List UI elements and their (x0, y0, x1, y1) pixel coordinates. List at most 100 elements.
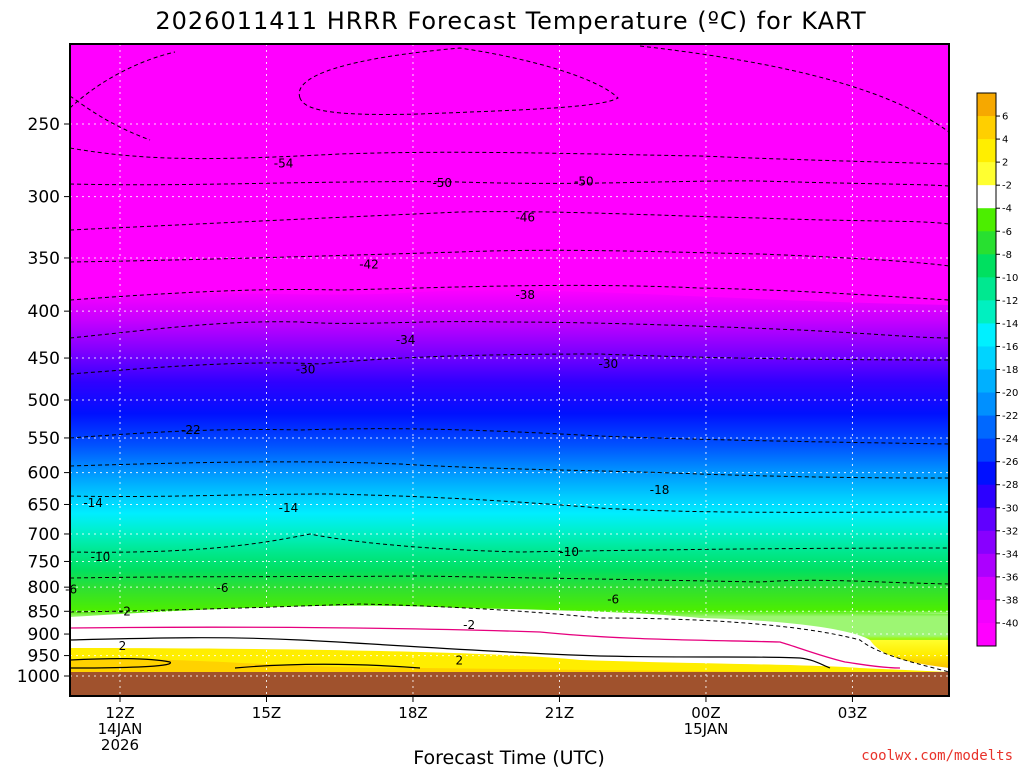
isotherm (70, 658, 171, 669)
x-tick-label: 12Z (105, 704, 134, 722)
contour-label: -46 (515, 210, 535, 224)
y-tick-label: 300 (28, 188, 60, 208)
colorbar-label: -4 (1002, 204, 1012, 215)
colorbar-swatch (977, 162, 996, 186)
x-tick-label: 21Z (545, 704, 574, 722)
colorbar-swatch (977, 392, 996, 417)
y-tick-label: 1000 (17, 667, 60, 687)
colorbar-swatch (977, 438, 996, 463)
colorbar-label: -8 (1002, 250, 1012, 261)
y-tick-label: 450 (28, 349, 60, 369)
colorbar-swatch (977, 254, 996, 278)
colorbar-label: -30 (1002, 503, 1018, 514)
isotherm (70, 211, 949, 231)
y-tick-label: 550 (28, 429, 60, 449)
isotherm (70, 147, 949, 165)
colorbar-label: -26 (1002, 457, 1018, 468)
colorbar-label: -20 (1002, 388, 1018, 399)
band-magenta (70, 44, 949, 305)
colorbar-label: -18 (1002, 365, 1018, 376)
colorbar-swatch (977, 300, 996, 324)
x-tick-label: 14JAN (98, 720, 143, 738)
colorbar-label: -10 (1002, 273, 1018, 284)
contour-label: -10 (559, 545, 579, 559)
isotherm (70, 493, 949, 513)
colorbar-swatch (977, 484, 996, 509)
freezing-line (70, 626, 901, 669)
contour-label: -18 (650, 483, 670, 497)
isotherm (70, 533, 949, 553)
isotherm (234, 663, 421, 669)
colorbar-label: -2 (1002, 181, 1012, 192)
colorbar-label: -12 (1002, 296, 1018, 307)
y-tick-label: 800 (28, 578, 60, 598)
x-tick-label: 15Z (252, 704, 281, 722)
isotherm (70, 603, 949, 673)
contour-label: -6 (607, 592, 619, 606)
colorbar-swatch (977, 599, 996, 624)
x-tick-label: 2026 (101, 736, 139, 754)
plot-border (69, 43, 950, 697)
contour-label: -30 (296, 362, 316, 376)
colorbar-swatch (977, 553, 996, 578)
colorbar-label: -32 (1002, 526, 1018, 537)
isotherm (70, 428, 949, 445)
y-tick-label: 700 (28, 525, 60, 545)
contour-label: -6 (65, 583, 77, 597)
colorbar-swatch (977, 231, 996, 255)
colorbar-label: 6 (1002, 112, 1008, 123)
contour-label: -50 (574, 175, 594, 189)
contour-label: -14 (279, 501, 299, 515)
contour-label: -42 (359, 258, 379, 272)
colorbar: 6 4 2 -2 -4 -6 -8 -10 -12 -14 -16 -18 -20 -22 -24 -26 -2… (976, 92, 1018, 647)
contour-label: -2 (119, 604, 131, 618)
contour-label: -38 (515, 288, 535, 302)
colorbar-swatch (977, 139, 996, 163)
x-tick-label: 03Z (838, 704, 867, 722)
colorbar-swatch (977, 185, 996, 209)
isotherm (70, 321, 949, 339)
y-tick-label: 600 (28, 464, 60, 484)
y-tick-label: 750 (28, 552, 60, 572)
colorbar-label: -24 (1002, 434, 1018, 445)
contour-label: -6 (217, 581, 229, 595)
colorbar-label: -34 (1002, 549, 1018, 560)
isotherm (639, 45, 949, 133)
x-tick-label: 00Z (691, 704, 720, 722)
colorbar-label: -6 (1002, 227, 1012, 238)
colorbar-label: -36 (1002, 572, 1018, 583)
y-tick-label: 400 (28, 302, 60, 322)
contour-label: -22 (181, 423, 201, 437)
colorbar-swatch (977, 93, 996, 117)
colorbar-label: -40 (1002, 618, 1018, 629)
isotherm-lines (70, 45, 949, 673)
contour-label: -54 (274, 156, 294, 170)
isotherm (70, 51, 176, 109)
isotherm (70, 353, 949, 375)
colorbar-swatch (977, 622, 996, 647)
contour-label: 2 (456, 654, 464, 668)
x-tick-label: 15JAN (684, 720, 729, 738)
contour-label: -34 (396, 333, 416, 347)
plot-area (70, 44, 949, 696)
isotherm (70, 284, 949, 301)
colorbar-label: 2 (1002, 158, 1008, 169)
colorbar-swatch (977, 507, 996, 532)
colorbar-swatch (977, 415, 996, 440)
y-tick-label: 650 (28, 495, 60, 515)
y-tick-label: 850 (28, 602, 60, 622)
y-tick-label: 950 (28, 647, 60, 667)
colorbar-label: -16 (1002, 342, 1018, 353)
colorbar-label: -38 (1002, 595, 1018, 606)
isotherm (298, 47, 619, 115)
colorbar-swatch (977, 576, 996, 601)
contour-label: -14 (83, 496, 103, 510)
colorbar-swatch (977, 208, 996, 232)
contour-label: -50 (432, 176, 452, 190)
colorbar-label: -28 (1002, 480, 1018, 491)
pressure-gridlines (70, 123, 949, 677)
colorbar-swatch (977, 116, 996, 140)
colorbar-swatch (977, 346, 996, 370)
